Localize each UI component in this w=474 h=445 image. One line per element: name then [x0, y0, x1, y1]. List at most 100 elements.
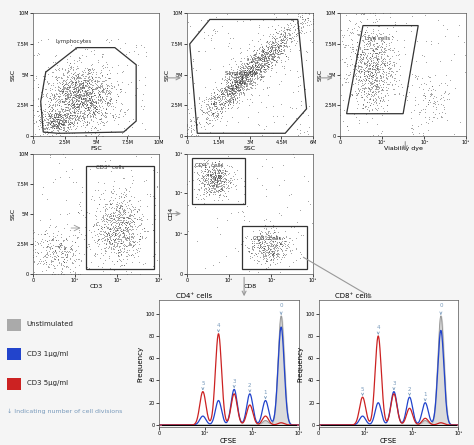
- Point: [269, 239, 276, 246]
- Point: [72, 90, 80, 97]
- Point: [386, 54, 393, 61]
- Point: [238, 73, 246, 80]
- Point: [462, 52, 469, 59]
- Point: [94, 205, 101, 212]
- Point: [58, 98, 66, 105]
- Point: [220, 178, 228, 185]
- Point: [236, 87, 244, 94]
- Point: [197, 167, 205, 174]
- Point: [132, 245, 139, 252]
- Point: [47, 108, 55, 115]
- Point: [232, 79, 239, 86]
- Point: [76, 97, 83, 104]
- Point: [269, 49, 276, 56]
- Point: [217, 167, 224, 174]
- Point: [50, 120, 57, 127]
- X-axis label: SSC: SSC: [244, 146, 256, 151]
- Point: [67, 93, 74, 100]
- Point: [138, 233, 146, 240]
- Point: [248, 80, 255, 87]
- Point: [237, 57, 245, 64]
- Point: [249, 57, 257, 64]
- Point: [49, 124, 57, 131]
- Point: [268, 32, 275, 40]
- Point: [114, 216, 122, 223]
- Point: [244, 78, 252, 85]
- Point: [282, 37, 290, 44]
- Point: [63, 243, 70, 250]
- Point: [275, 210, 283, 217]
- Point: [303, 22, 311, 29]
- Point: [240, 71, 247, 78]
- Point: [50, 94, 57, 101]
- Point: [370, 99, 378, 106]
- Point: [384, 65, 392, 72]
- Point: [368, 106, 375, 113]
- Point: [123, 204, 130, 211]
- Point: [87, 90, 94, 97]
- Point: [59, 257, 66, 264]
- Point: [408, 125, 416, 132]
- Point: [356, 69, 364, 77]
- Point: [72, 113, 80, 120]
- Point: [95, 108, 103, 115]
- Point: [276, 47, 283, 54]
- Point: [96, 75, 104, 82]
- Point: [222, 185, 229, 192]
- Point: [55, 122, 63, 129]
- Point: [265, 247, 273, 255]
- Point: [105, 239, 112, 246]
- Point: [454, 32, 462, 40]
- Point: [309, 10, 317, 17]
- Point: [117, 223, 124, 231]
- Point: [267, 58, 275, 65]
- Point: [233, 84, 241, 91]
- Point: [219, 90, 227, 97]
- Point: [83, 103, 91, 110]
- Point: [51, 103, 59, 110]
- Point: [41, 105, 49, 113]
- Point: [55, 118, 63, 125]
- Point: [120, 245, 128, 252]
- Point: [50, 116, 58, 123]
- Point: [77, 206, 84, 214]
- Point: [229, 76, 237, 83]
- Point: [71, 108, 78, 115]
- Point: [212, 84, 219, 91]
- Point: [270, 41, 278, 49]
- Point: [257, 51, 265, 58]
- Point: [118, 261, 126, 268]
- Point: [297, 13, 304, 20]
- Point: [239, 88, 247, 95]
- Point: [59, 250, 67, 257]
- Point: [195, 119, 203, 126]
- Point: [61, 251, 68, 258]
- Point: [100, 234, 108, 241]
- Point: [88, 74, 96, 81]
- Point: [51, 265, 58, 272]
- Point: [84, 105, 91, 112]
- Point: [281, 242, 288, 249]
- Point: [189, 114, 197, 121]
- Point: [262, 38, 270, 45]
- Point: [72, 81, 79, 88]
- Point: [248, 82, 256, 89]
- Point: [62, 245, 69, 252]
- Point: [366, 64, 374, 71]
- Point: [57, 262, 64, 269]
- Point: [73, 97, 81, 104]
- Point: [252, 48, 259, 55]
- Point: [296, 73, 303, 80]
- Point: [91, 104, 99, 111]
- Point: [309, 10, 317, 17]
- Point: [238, 76, 246, 83]
- Point: [391, 76, 398, 83]
- Point: [353, 45, 360, 52]
- Point: [280, 23, 288, 30]
- Point: [94, 126, 101, 134]
- Point: [107, 210, 114, 218]
- Point: [101, 76, 109, 83]
- Point: [59, 85, 66, 92]
- Point: [67, 89, 74, 96]
- Point: [280, 43, 288, 50]
